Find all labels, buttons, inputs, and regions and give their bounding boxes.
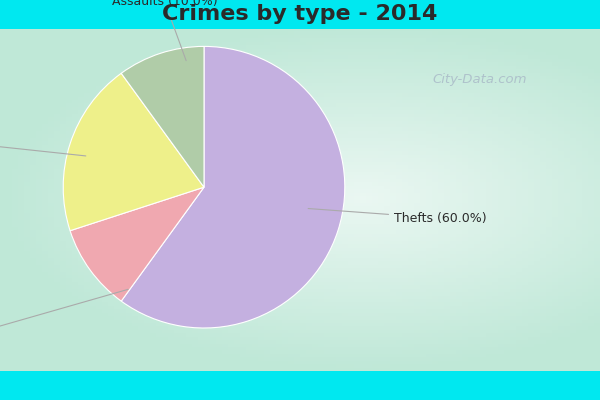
Text: City-Data.com: City-Data.com bbox=[433, 74, 527, 86]
Wedge shape bbox=[121, 46, 345, 328]
Text: Crimes by type - 2014: Crimes by type - 2014 bbox=[163, 4, 437, 24]
Text: Rapes (10.0%): Rapes (10.0%) bbox=[0, 289, 128, 346]
Text: Assaults (10.0%): Assaults (10.0%) bbox=[112, 0, 217, 61]
Wedge shape bbox=[121, 46, 204, 187]
Text: Thefts (60.0%): Thefts (60.0%) bbox=[308, 208, 487, 225]
Text: Burglaries (20.0%): Burglaries (20.0%) bbox=[0, 132, 86, 156]
Wedge shape bbox=[63, 73, 204, 231]
Wedge shape bbox=[70, 187, 204, 301]
